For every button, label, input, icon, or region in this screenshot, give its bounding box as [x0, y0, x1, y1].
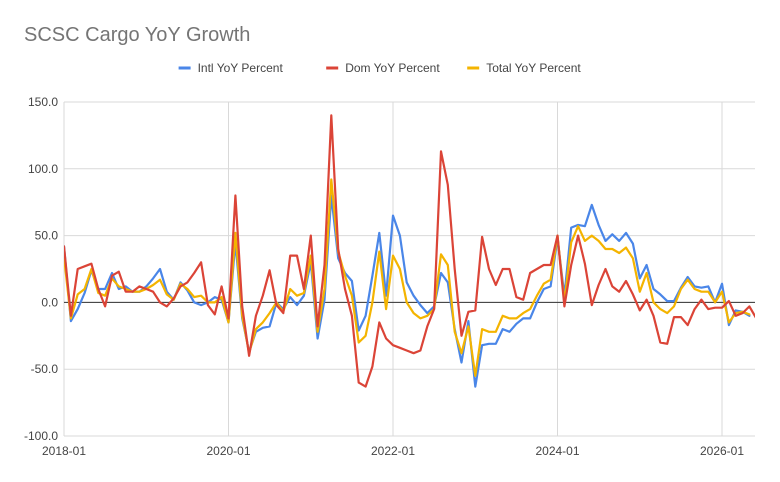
x-tick-label: 2022-01: [371, 444, 415, 458]
y-tick-label: -100.0: [24, 429, 58, 443]
series-line-intl-yoy-percent: [64, 194, 751, 388]
legend-label-total-yoy-percent: Total YoY Percent: [486, 61, 581, 75]
x-tick-label: 2026-01: [700, 444, 744, 458]
x-tick-label: 2020-01: [206, 444, 250, 458]
legend-label-dom-yoy-percent: Dom YoY Percent: [345, 61, 440, 75]
y-tick-label: 150.0: [28, 95, 58, 109]
legend-label-intl-yoy-percent: Intl YoY Percent: [198, 61, 284, 75]
y-tick-label: 50.0: [35, 229, 59, 243]
y-tick-label: -50.0: [31, 362, 59, 376]
x-tick-label: 2024-01: [535, 444, 579, 458]
y-tick-label: 100.0: [28, 162, 58, 176]
x-tick-label: 2018-01: [42, 444, 86, 458]
y-tick-label: 0.0: [41, 295, 58, 309]
series-line-dom-yoy-percent: [64, 114, 755, 388]
chart-title: SCSC Cargo YoY Growth: [24, 24, 251, 46]
